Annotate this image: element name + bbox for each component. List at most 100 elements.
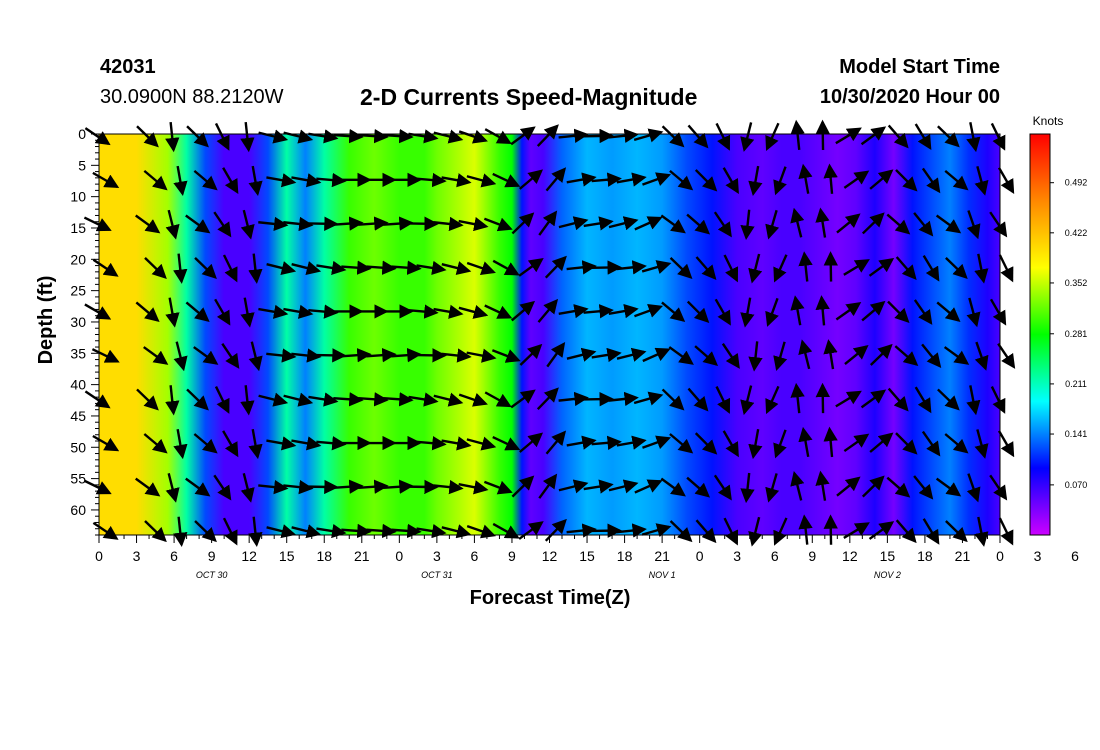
current-vector-arrow: [536, 124, 559, 147]
x-tick-label: 12: [542, 548, 558, 564]
current-vector-arrow: [765, 473, 780, 503]
current-vector-arrow: [661, 388, 685, 411]
current-vector-arrow: [608, 303, 639, 319]
current-vector-arrow: [458, 392, 488, 407]
x-tick-label: 12: [241, 548, 257, 564]
current-vector-arrow: [433, 479, 464, 495]
current-vector-arrow: [634, 216, 663, 231]
current-vector-arrow: [886, 476, 911, 498]
current-vector-arrow: [558, 391, 589, 407]
current-vector-arrow: [860, 126, 887, 146]
current-vector-arrow: [308, 129, 339, 144]
current-vector-arrow: [135, 214, 161, 234]
current-vector-arrow: [333, 128, 364, 144]
current-vector-arrow: [416, 523, 447, 539]
current-vector-arrow: [765, 385, 780, 415]
current-vector-arrow: [291, 436, 322, 451]
station-id: 42031: [100, 56, 156, 78]
current-vector-arrow: [194, 256, 217, 279]
current-vector-arrow: [790, 470, 805, 501]
current-vector-arrow: [642, 435, 672, 450]
current-vector-arrow: [773, 254, 788, 283]
current-vector-arrow: [408, 392, 439, 407]
current-vector-arrow: [914, 386, 932, 414]
current-vector-arrow: [135, 301, 160, 322]
current-vector-arrow: [135, 477, 161, 497]
current-vector-arrow: [660, 477, 686, 497]
current-vector-arrow: [213, 474, 232, 501]
current-vector-arrow: [258, 304, 289, 319]
current-vector-arrow: [240, 209, 255, 240]
colorbar-tick-label: 0.492: [1065, 178, 1088, 188]
current-vector-arrow: [510, 389, 536, 409]
current-vector-arrow: [165, 209, 180, 240]
x-axis-title: Forecast Time(Z): [470, 587, 631, 609]
current-vector-arrow: [722, 430, 739, 458]
current-vector-arrow: [715, 122, 731, 151]
current-vector-arrow: [583, 216, 614, 231]
current-vector-arrow: [616, 523, 647, 538]
y-tick-label: 25: [70, 283, 86, 299]
current-vector-arrow: [484, 128, 512, 144]
current-vector-arrow: [483, 217, 513, 232]
x-date-label: OCT 30: [196, 570, 228, 580]
current-vector-arrow: [566, 435, 597, 450]
current-vector-arrow: [173, 429, 188, 460]
x-tick-label: 18: [617, 548, 633, 564]
current-vector-arrow: [937, 125, 960, 148]
current-vector-arrow: [358, 479, 389, 494]
current-vector-arrow: [869, 343, 893, 366]
current-vector-arrow: [869, 432, 894, 453]
current-vector-arrow: [92, 171, 120, 189]
current-vector-arrow: [641, 260, 672, 274]
current-vector-arrow: [333, 392, 364, 407]
current-vector-arrow: [694, 169, 718, 192]
current-vector-arrow: [341, 347, 372, 363]
current-vector-arrow: [83, 216, 112, 232]
current-vector-arrow: [715, 386, 731, 414]
current-vector-arrow: [921, 343, 942, 369]
current-vector-arrow: [945, 256, 968, 279]
y-axis: 0 5 10 15 20 25 30 35 40 45 50 55 60: [70, 126, 99, 536]
current-vector-arrow: [308, 304, 339, 319]
current-vector-arrow: [466, 524, 496, 539]
current-vector-arrow: [222, 517, 238, 546]
current-vector-arrow: [998, 517, 1014, 546]
current-vector-arrow: [283, 392, 314, 407]
current-vector-arrow: [566, 172, 597, 187]
current-vector-arrow: [291, 348, 322, 363]
current-vector-arrow: [668, 346, 694, 365]
current-vector-arrow: [790, 295, 805, 326]
current-vector-arrow: [214, 386, 230, 414]
current-vector-arrow: [291, 261, 322, 276]
y-tick-label: 30: [70, 314, 86, 330]
current-vector-arrow: [193, 433, 218, 454]
current-vector-arrow: [997, 430, 1015, 458]
current-vector-arrow: [591, 435, 622, 451]
current-vector-arrow: [790, 119, 805, 151]
colorbar-gradient: [1029, 133, 1051, 536]
current-vector-arrow: [869, 169, 894, 190]
current-vector-arrow: [173, 341, 188, 372]
current-vector-arrow: [383, 128, 414, 144]
current-vector-arrow: [391, 260, 422, 275]
current-vector-arrow: [990, 122, 1006, 151]
current-vector-arrow: [558, 216, 589, 231]
current-vector-arrow: [511, 212, 535, 235]
current-vector-arrow: [823, 339, 838, 370]
current-vector-arrow: [740, 122, 755, 152]
current-vector-arrow: [740, 209, 755, 241]
current-vector-arrow: [173, 516, 188, 548]
current-vector-arrow: [433, 216, 464, 232]
current-vector-arrow: [921, 167, 941, 194]
current-vector-arrow: [765, 209, 780, 240]
current-vector-arrow: [798, 514, 813, 545]
current-vector-arrow: [913, 475, 934, 500]
colorbar-tick-label: 0.281: [1065, 329, 1088, 339]
current-vector-arrow: [974, 429, 989, 459]
current-vector-arrow: [861, 475, 885, 498]
current-vector-arrow: [483, 480, 513, 495]
current-vector-arrow: [723, 517, 739, 546]
current-vector-arrow: [544, 255, 567, 279]
